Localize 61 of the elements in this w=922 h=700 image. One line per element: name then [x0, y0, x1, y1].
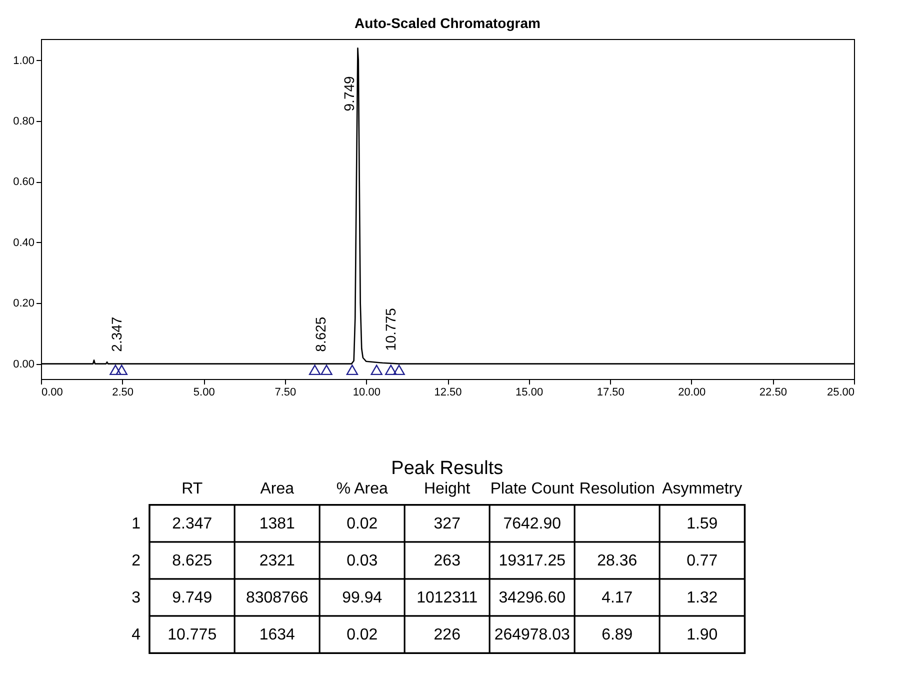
x-tick-label: Area — [260, 480, 294, 498]
x-tick-label: 25.00 — [826, 386, 854, 398]
data-label: 0.03 — [346, 552, 378, 570]
x-tick-label: 10.00 — [352, 386, 380, 398]
y-tick-label: 0.00 — [13, 358, 34, 370]
x-tick-label: 20.00 — [678, 386, 706, 398]
x-tick-label: Resolution — [579, 480, 655, 498]
data-label: 9.749 — [172, 590, 212, 606]
data-label: 10.775 — [168, 626, 217, 644]
x-tick-label: 5.00 — [193, 386, 215, 398]
data-label: 1634 — [259, 626, 296, 644]
data-label: 226 — [434, 626, 461, 644]
chart-title: Peak Results — [391, 458, 504, 479]
y-tick-label: 4 — [132, 626, 141, 644]
data-label: 1381 — [259, 516, 296, 532]
data-label: 1.59 — [686, 516, 718, 532]
data-label: 0.02 — [346, 516, 378, 532]
data-label: 8308766 — [246, 590, 308, 606]
chart-title: Auto-Scaled Chromatogram — [354, 15, 540, 31]
x-tick-label: 17.50 — [596, 386, 624, 398]
y-tick-label: 0.80 — [13, 115, 34, 128]
data-label: 1012311 — [416, 590, 478, 606]
data-label: 327 — [434, 516, 461, 532]
y-tick-label: 1.00 — [13, 54, 34, 67]
annotation: 9.749 — [341, 76, 358, 112]
data-label: 34296.60 — [498, 590, 566, 606]
x-tick-label: 12.50 — [434, 386, 462, 398]
data-label: 4.17 — [602, 590, 633, 606]
x-tick-label: RT — [182, 480, 203, 498]
data-label: 99.94 — [342, 590, 382, 606]
annotation: 8.625 — [312, 316, 328, 352]
data-label: 8.625 — [172, 552, 212, 570]
data-label: 1.32 — [686, 590, 718, 606]
x-tick-label: 2.50 — [112, 386, 134, 398]
data-label: 6.89 — [602, 626, 633, 644]
y-tick-label: 2 — [132, 552, 141, 570]
data-label: 2.347 — [172, 516, 212, 532]
data-label: 0.77 — [686, 552, 718, 570]
y-tick-label: 1 — [132, 516, 141, 532]
x-tick-label: 22.50 — [759, 386, 787, 398]
x-tick-label: 0.00 — [42, 386, 63, 398]
x-tick-label: Plate Count — [490, 480, 574, 498]
data-label: 19317.25 — [498, 552, 566, 570]
data-label: 0.02 — [346, 626, 378, 644]
y-tick-label: 0.60 — [13, 176, 34, 188]
y-tick-label: 3 — [132, 590, 141, 606]
annotation: 2.347 — [108, 316, 124, 352]
y-tick-label: 0.40 — [13, 236, 34, 249]
x-tick-label: 15.00 — [516, 386, 544, 398]
data-label: 264978.03 — [494, 626, 570, 644]
y-tick-label: 0.20 — [13, 298, 34, 310]
data-label: 2321 — [259, 552, 296, 570]
data-label: 7642.90 — [503, 516, 562, 532]
data-label: 263 — [434, 552, 461, 570]
x-tick-label: % Area — [336, 480, 388, 498]
x-tick-label: Asymmetry — [662, 480, 742, 498]
annotation: 10.775 — [382, 308, 398, 351]
x-tick-label: 7.50 — [274, 386, 296, 398]
x-tick-label: Height — [424, 480, 471, 498]
data-label: 1.90 — [686, 626, 718, 644]
data-label: 28.36 — [597, 552, 638, 570]
